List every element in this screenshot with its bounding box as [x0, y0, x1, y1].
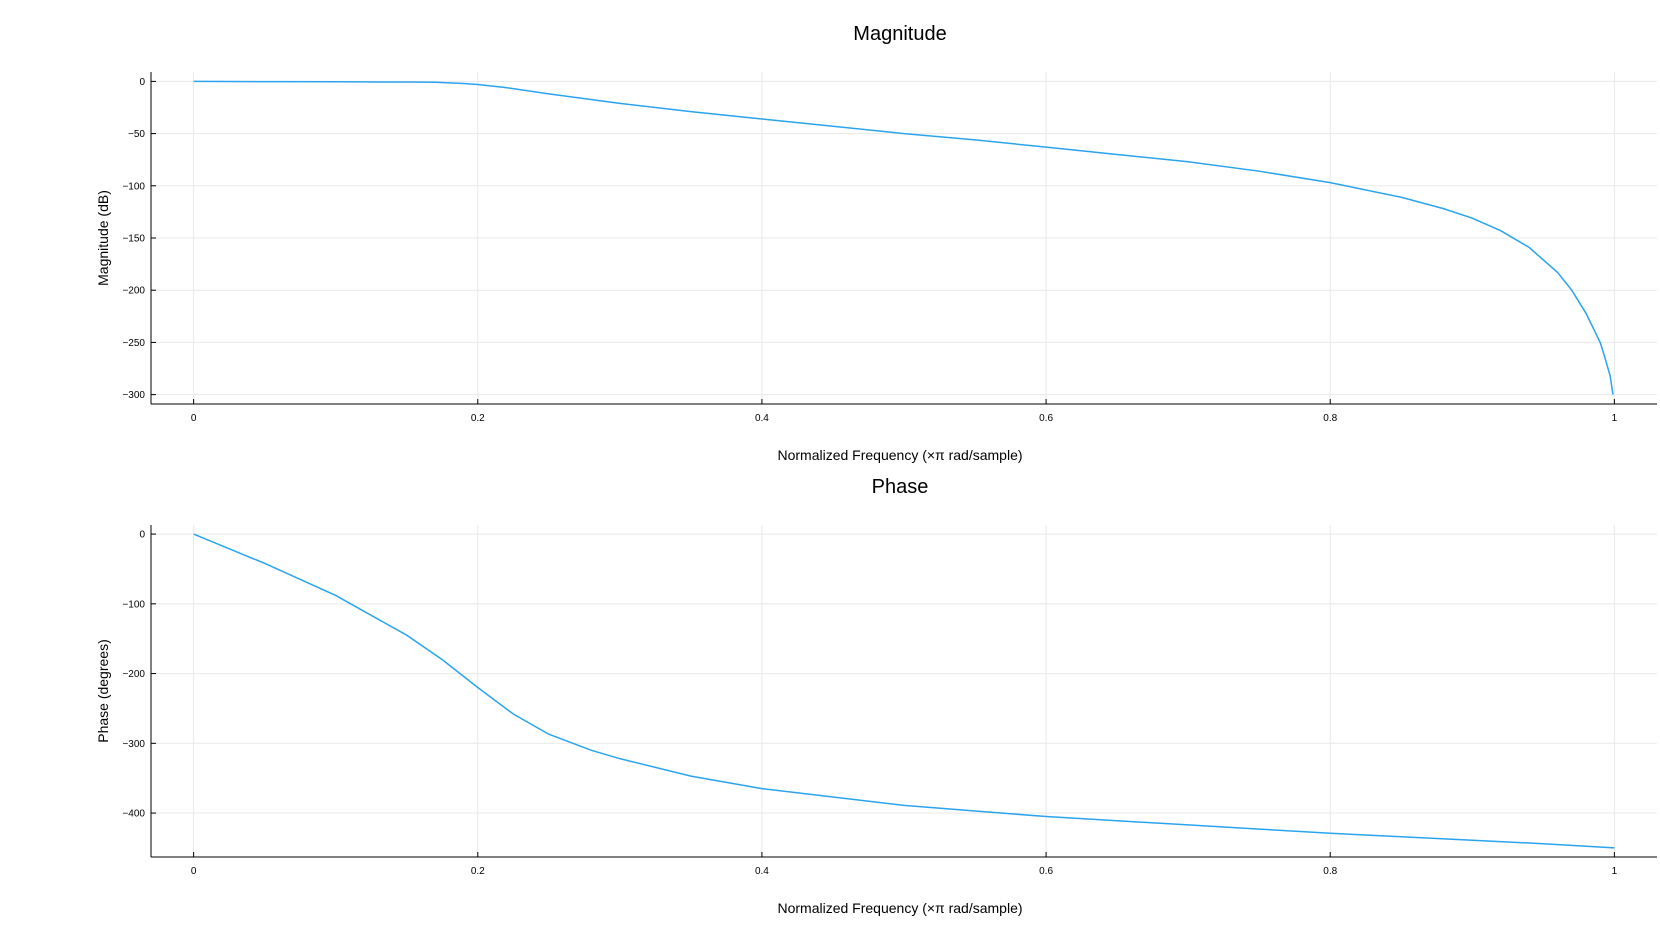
- magnitude-x-tick-label: 0.4: [755, 413, 769, 424]
- phase-x-tick-label: 0: [191, 866, 197, 877]
- magnitude-y-axis-label: Magnitude (dB): [95, 190, 111, 286]
- magnitude-x-tick-label: 0.2: [471, 413, 485, 424]
- phase-y-tick-label: −400: [122, 809, 145, 820]
- magnitude-y-tick-label: −250: [122, 338, 145, 349]
- phase-y-tick-label: −100: [122, 599, 145, 610]
- phase-chart-title: Phase: [872, 476, 929, 498]
- phase-x-tick-label: 0.8: [1323, 866, 1337, 877]
- phase-x-tick-label: 0.2: [471, 866, 485, 877]
- magnitude-y-tick-label: −200: [122, 286, 145, 297]
- phase-y-axis-label: Phase (degrees): [95, 639, 111, 743]
- magnitude-y-tick-label: −50: [128, 129, 145, 140]
- magnitude-x-tick-label: 1: [1612, 413, 1618, 424]
- phase-x-tick-label: 1: [1612, 866, 1618, 877]
- magnitude-x-tick-label: 0: [191, 413, 197, 424]
- magnitude-chart-title: Magnitude: [853, 23, 946, 45]
- magnitude-y-tick-label: 0: [139, 77, 145, 88]
- phase-y-tick-label: −300: [122, 739, 145, 750]
- magnitude-panel: 0 0.2 0.4 0.6 0.8 1 0 −50 −100 −150 −200 −250 −300 Ma…: [95, 23, 1657, 463]
- phase-y-tick-label: −200: [122, 669, 145, 680]
- magnitude-y-tick-label: −300: [122, 390, 145, 401]
- phase-y-tick-label: 0: [139, 530, 145, 541]
- phase-series-line: [193, 533, 1615, 849]
- magnitude-x-tick-label: 0.8: [1323, 413, 1337, 424]
- magnitude-series-line: [193, 80, 1614, 395]
- phase-x-tick-label: 0.4: [755, 866, 769, 877]
- phase-x-axis-label: Normalized Frequency (×π rad/sample): [777, 900, 1022, 916]
- magnitude-x-axis-label: Normalized Frequency (×π rad/sample): [777, 447, 1022, 463]
- magnitude-x-tick-label: 0.6: [1039, 413, 1053, 424]
- magnitude-y-tick-label: −100: [122, 181, 145, 192]
- phase-panel: 0 0.2 0.4 0.6 0.8 1 0 −100 −200 −300 −400 Phase Norm…: [95, 476, 1657, 916]
- phase-x-tick-label: 0.6: [1039, 866, 1053, 877]
- magnitude-y-tick-label: −150: [122, 234, 145, 245]
